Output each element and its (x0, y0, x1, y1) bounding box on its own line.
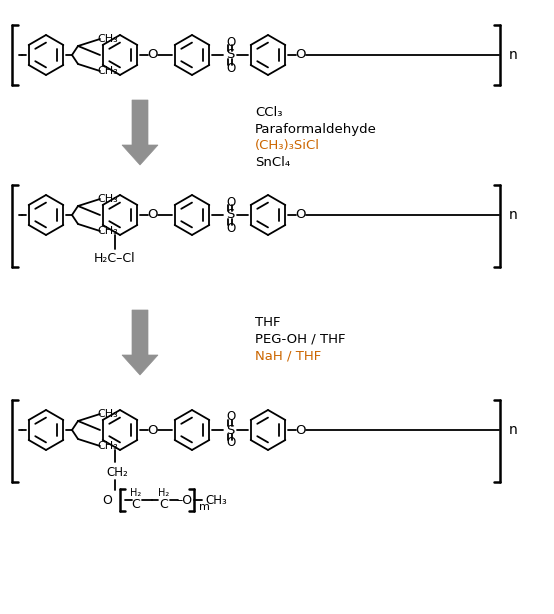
Text: O: O (227, 437, 235, 449)
Text: n: n (509, 48, 518, 62)
Text: Paraformaldehyde: Paraformaldehyde (255, 123, 377, 136)
Text: CH₃: CH₃ (205, 494, 227, 507)
Text: O: O (296, 49, 306, 61)
Text: O: O (148, 49, 158, 61)
Text: C: C (160, 499, 168, 511)
Text: H₂: H₂ (158, 488, 170, 498)
Text: CCl₃: CCl₃ (255, 106, 283, 119)
Text: O: O (148, 424, 158, 437)
Text: O: O (227, 411, 235, 424)
Text: CH₃: CH₃ (98, 226, 119, 236)
Text: S: S (226, 209, 234, 222)
Text: O: O (227, 222, 235, 235)
Text: CH₂: CH₂ (106, 465, 128, 478)
Polygon shape (122, 100, 158, 165)
Text: PEG-OH / THF: PEG-OH / THF (255, 333, 346, 346)
Polygon shape (122, 310, 158, 375)
Text: O: O (296, 424, 306, 437)
Text: SnCl₄: SnCl₄ (255, 157, 290, 169)
Text: O: O (102, 494, 112, 507)
Text: n: n (509, 208, 518, 222)
Text: n: n (509, 423, 518, 437)
Text: (CH₃)₃SiCl: (CH₃)₃SiCl (255, 139, 320, 152)
Text: CH₃: CH₃ (98, 66, 119, 76)
Text: H₂C–Cl: H₂C–Cl (94, 252, 136, 265)
Text: CH₃: CH₃ (98, 34, 119, 44)
Text: S: S (226, 424, 234, 437)
Text: CH₃: CH₃ (98, 409, 119, 419)
Text: CH₃: CH₃ (98, 441, 119, 451)
Text: NaH / THF: NaH / THF (255, 349, 321, 362)
Text: O: O (227, 195, 235, 209)
Text: O: O (227, 36, 235, 49)
Text: –O: –O (176, 494, 192, 507)
Text: H₂: H₂ (130, 488, 142, 498)
Text: C: C (132, 499, 140, 511)
Text: THF: THF (255, 316, 280, 328)
Text: CH₃: CH₃ (98, 194, 119, 204)
Text: S: S (226, 49, 234, 61)
Text: m: m (199, 502, 210, 512)
Text: O: O (148, 209, 158, 222)
Text: O: O (296, 209, 306, 222)
Text: O: O (227, 61, 235, 74)
